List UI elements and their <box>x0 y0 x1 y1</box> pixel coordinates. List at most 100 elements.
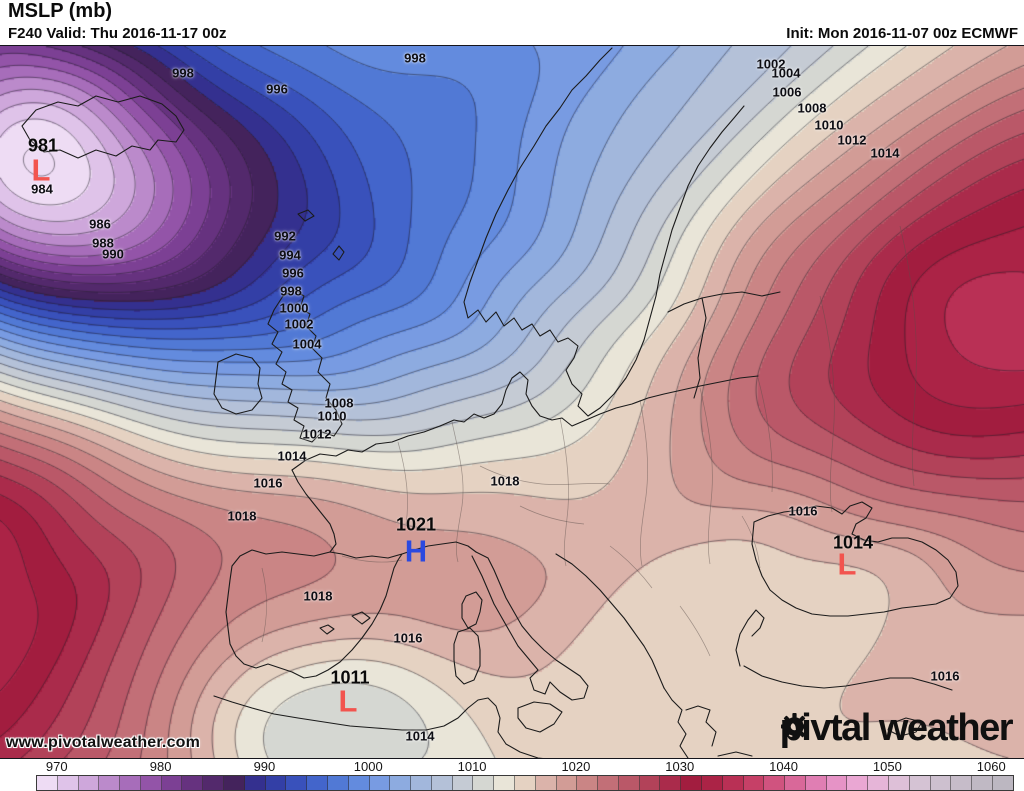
pressure-marker-value: 1011 <box>330 667 370 688</box>
contour-label: 1004 <box>292 336 322 352</box>
contour-label: 1016 <box>930 668 960 684</box>
contour-label: 998 <box>404 50 426 66</box>
contour-label: 1002 <box>756 56 786 72</box>
colorbar-swatch <box>992 776 1013 790</box>
colorbar-swatch <box>681 776 702 790</box>
colorbar-swatch <box>826 776 848 790</box>
contour-label: 1008 <box>324 395 354 411</box>
colorbar-swatch <box>431 776 453 790</box>
colorbar-tick-label: 1060 <box>976 759 1006 774</box>
colorbar-swatch <box>805 776 827 790</box>
contour-label: 1008 <box>797 100 827 116</box>
contour-label: 1018 <box>490 473 520 489</box>
colorbar-swatch <box>327 776 349 790</box>
colorbar-tick-label: 970 <box>45 759 68 774</box>
contour-label: 996 <box>266 81 288 97</box>
colorbar-swatch <box>660 776 682 790</box>
pressure-marker-value: 981 <box>27 135 59 156</box>
colorbar-swatch <box>598 776 619 790</box>
contour-label: 992 <box>274 228 296 244</box>
colorbar-swatches <box>36 775 1014 791</box>
page-title: MSLP (mb) <box>8 0 113 22</box>
colorbar-swatch <box>868 776 890 790</box>
colorbar-swatch <box>348 776 370 790</box>
colorbar-swatch <box>265 776 287 790</box>
colorbar-swatch <box>618 776 640 790</box>
low-pressure-marker: L <box>31 152 51 188</box>
colorbar-swatch <box>494 776 515 790</box>
colorbar-tick-label: 1000 <box>353 759 383 774</box>
contour-label: 986 <box>89 216 111 232</box>
colorbar-swatch <box>764 776 786 790</box>
header: MSLP (mb) F240 Valid: Thu 2016-11-17 00z… <box>0 0 1024 45</box>
mslp-map: 998 996 998 984 986 988 990 992 994 996 998 1000 100… <box>0 45 1024 759</box>
contour-label: 1014 <box>277 448 307 464</box>
contour-label: 1014 <box>405 728 435 744</box>
colorbar-swatch <box>182 776 204 790</box>
pressure-colorbar: 970 980 990 1000 1010 1020 1030 1040 1050 1060 <box>0 759 1024 791</box>
valid-time-label: F240 Valid: Thu 2016-11-17 00z <box>8 25 227 42</box>
contour-label: 990 <box>102 246 124 262</box>
pressure-marker-value: 1014 <box>832 532 874 553</box>
pivotal-weather-logo: piv tal weather <box>779 707 1014 750</box>
watermark: www.pivotalweather.com <box>6 734 201 751</box>
colorbar-tick-label: 1040 <box>769 759 799 774</box>
contour-label: 1004 <box>771 65 801 81</box>
contour-label: 998 <box>172 65 194 81</box>
high-pressure-marker: H <box>404 533 428 569</box>
contour-label: 1016 <box>788 503 818 519</box>
pressure-marker-value: 1021 <box>395 514 437 535</box>
contour-label: 988 <box>92 235 114 251</box>
colorbar-tick-label: 990 <box>253 759 276 774</box>
colorbar-swatch <box>514 776 536 790</box>
colorbar-swatch <box>535 776 557 790</box>
colorbar-swatch <box>161 776 183 790</box>
colorbar-swatch <box>951 776 973 790</box>
colorbar-swatch <box>286 776 308 790</box>
contour-label: 1002 <box>284 316 314 332</box>
colorbar-swatch <box>99 776 121 790</box>
colorbar-swatch <box>889 776 910 790</box>
colorbar-tick-label: 1050 <box>872 759 902 774</box>
colorbar-swatch <box>972 776 993 790</box>
contour-label: 994 <box>279 247 301 263</box>
colorbar-swatch <box>577 776 599 790</box>
colorbar-swatch <box>120 776 141 790</box>
colorbar-swatch <box>224 776 245 790</box>
contour-label: 984 <box>31 181 53 197</box>
colorbar-tick-label: 1030 <box>665 759 695 774</box>
colorbar-swatch <box>369 776 391 790</box>
colorbar-swatch <box>556 776 578 790</box>
colorbar-swatch <box>307 776 328 790</box>
logo-text-pre: piv <box>779 707 832 749</box>
colorbar-swatch <box>203 776 225 790</box>
colorbar-tick-label: 980 <box>149 759 172 774</box>
colorbar-tick-label: 1020 <box>561 759 591 774</box>
colorbar-swatch <box>473 776 495 790</box>
colorbar-swatch <box>244 776 266 790</box>
colorbar-ticks: 970 980 990 1000 1010 1020 1030 1040 1050 1060 <box>0 759 1024 774</box>
colorbar-swatch <box>743 776 765 790</box>
colorbar-swatch <box>785 776 806 790</box>
contour-label: 1018 <box>227 508 257 524</box>
colorbar-swatch <box>702 776 723 790</box>
contour-label: 1016 <box>393 630 423 646</box>
colorbar-swatch <box>847 776 869 790</box>
colorbar-swatch <box>57 776 79 790</box>
contour-label: 1010 <box>814 117 844 133</box>
contour-label: 1000 <box>279 300 309 316</box>
colorbar-swatch <box>411 776 432 790</box>
contour-label: 1012 <box>837 132 867 148</box>
colorbar-swatch <box>140 776 162 790</box>
colorbar-swatch <box>639 776 661 790</box>
contour-label: 1006 <box>772 84 802 100</box>
contour-label: 1016 <box>253 475 283 491</box>
contour-label: 996 <box>282 265 304 281</box>
colorbar-swatch <box>390 776 412 790</box>
contour-label: 1018 <box>303 588 333 604</box>
contour-label: 998 <box>280 283 302 299</box>
colorbar-swatch <box>930 776 952 790</box>
low-pressure-marker: L <box>338 683 358 719</box>
init-time-label: Init: Mon 2016-11-07 00z ECMWF <box>786 25 1018 42</box>
colorbar-tick-label: 1010 <box>457 759 487 774</box>
